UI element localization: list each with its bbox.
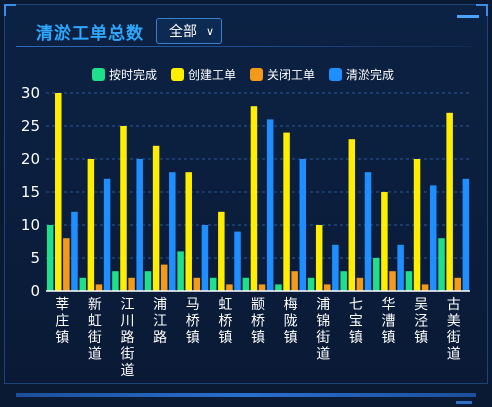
bar-11-1[interactable] [413,159,421,291]
bar-1-0[interactable] [79,277,87,291]
bar-5-1[interactable] [218,211,225,291]
bar-5-0[interactable] [209,277,217,291]
bar-9-0[interactable] [340,271,347,291]
x-tick-label: 新虹街道 [88,297,102,363]
legend-item[interactable]: 关闭工单 [250,66,315,83]
panel-corner-decoration [476,4,488,16]
bar-10-3[interactable] [397,244,404,291]
chart-panel [4,4,488,384]
bar-3-0[interactable] [144,271,152,291]
bar-11-3[interactable] [429,185,437,291]
bar-0-3[interactable] [71,211,78,291]
legend-label: 关闭工单 [267,68,316,82]
bar-7-3[interactable] [299,159,307,291]
bar-10-2[interactable] [389,271,396,291]
bar-6-0[interactable] [242,277,250,291]
y-tick-label: 20 [21,150,40,168]
legend-item[interactable]: 清淤完成 [329,66,394,83]
bar-12-2[interactable] [454,277,461,291]
bar-5-2[interactable] [226,284,233,291]
next-panel-top-border [16,393,476,397]
bar-11-2[interactable] [421,284,429,291]
x-tick-label: 华漕镇 [381,297,395,346]
legend-swatch [92,68,105,81]
bar-7-0[interactable] [275,284,282,291]
panel-header: 清淤工单总数 全部 ∨ [16,14,456,48]
bar-10-1[interactable] [381,192,388,291]
x-tick-label: 吴泾镇 [414,297,428,346]
legend-label: 按时完成 [109,68,158,82]
chevron-down-icon: ∨ [205,24,214,38]
x-tick-label: 七宝镇 [349,297,363,346]
x-tick-label: 古美街道 [447,297,461,363]
filter-dropdown[interactable]: 全部 ∨ [156,18,222,44]
bar-11-0[interactable] [405,271,413,291]
bar-2-2[interactable] [128,277,135,291]
x-tick-label: 虹桥镇 [218,297,232,346]
chart-legend: 按时完成 创建工单 关闭工单 清淤完成 [92,66,394,83]
legend-label: 创建工单 [188,68,237,82]
bar-9-2[interactable] [356,277,364,291]
legend-swatch [250,68,264,81]
bar-12-0[interactable] [438,238,445,291]
y-tick-label: 25 [21,117,40,135]
legend-swatch [329,68,343,81]
y-tick-label: 30 [21,84,40,102]
bar-2-3[interactable] [136,159,143,291]
bar-4-3[interactable] [201,225,209,291]
y-tick-label: 5 [30,249,40,267]
next-panel-accent [456,401,472,404]
header-divider [16,46,471,47]
bar-0-1[interactable] [55,93,62,291]
legend-item[interactable]: 创建工单 [171,66,236,83]
y-tick-label: 0 [30,282,40,300]
bar-9-3[interactable] [364,172,372,291]
bar-10-0[interactable] [373,258,380,291]
bar-2-1[interactable] [120,126,127,291]
bar-6-3[interactable] [266,119,274,292]
x-tick-label: 莘庄镇 [55,296,69,346]
filter-dropdown-value: 全部 [169,24,197,40]
bar-8-2[interactable] [324,284,331,291]
x-tick-label: 浦锦街道 [316,297,330,363]
bar-5-3[interactable] [234,231,241,291]
bar-7-1[interactable] [283,132,290,291]
bar-1-3[interactable] [103,178,111,291]
bar-2-0[interactable] [112,271,119,291]
bar-7-2[interactable] [291,271,298,291]
legend-swatch [171,68,185,81]
x-tick-label: 马桥镇 [186,297,200,346]
bar-3-2[interactable] [160,264,168,291]
legend-label: 清淤完成 [346,68,395,82]
bar-1-2[interactable] [95,284,103,291]
legend-item[interactable]: 按时完成 [92,66,157,83]
bar-8-3[interactable] [332,244,339,291]
bar-0-0[interactable] [46,225,54,291]
bar-8-0[interactable] [307,277,315,291]
bar-0-2[interactable] [63,238,70,291]
bar-3-3[interactable] [169,172,176,291]
y-tick-label: 15 [21,183,40,201]
y-tick-label: 10 [21,216,40,234]
bar-4-2[interactable] [193,277,201,291]
x-tick-label: 江川路街道 [121,297,135,379]
bar-4-0[interactable] [177,251,184,291]
panel-accent-bar [457,15,479,18]
bar-12-3[interactable] [462,178,470,291]
bar-6-1[interactable] [250,106,258,291]
panel-title: 清淤工单总数 [36,23,144,44]
panel-corner-decoration [4,4,16,16]
bar-12-1[interactable] [446,112,453,291]
bar-3-1[interactable] [152,145,160,291]
bar-4-1[interactable] [185,172,192,291]
bar-1-1[interactable] [87,159,95,291]
x-tick-label: 颛桥镇 [251,297,265,346]
bar-6-2[interactable] [258,284,266,291]
bar-8-1[interactable] [315,225,323,291]
bar-9-1[interactable] [348,139,356,291]
x-tick-label: 浦江路 [153,297,167,346]
x-tick-label: 梅陇镇 [284,297,298,346]
